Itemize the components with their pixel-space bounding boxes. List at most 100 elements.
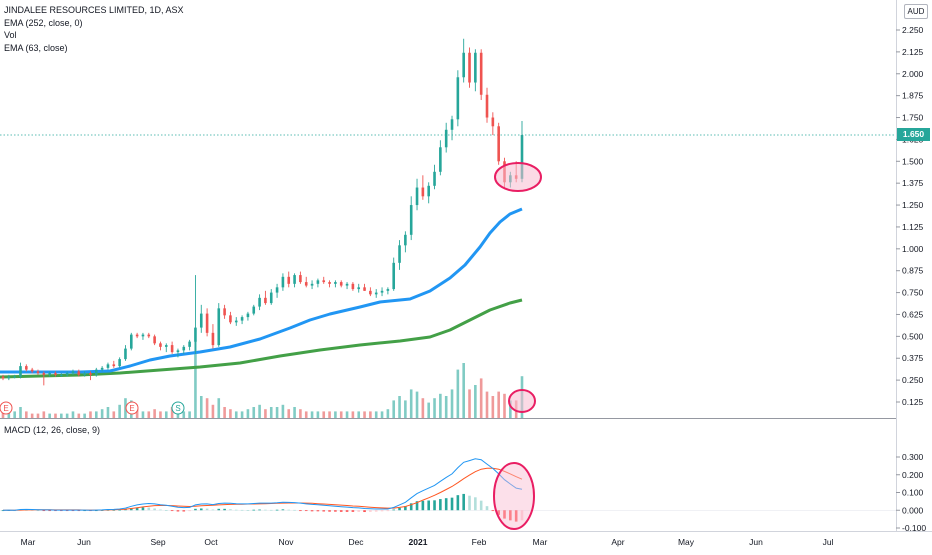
macd-histogram-bar: [485, 506, 489, 511]
macd-histogram-bar: [205, 508, 209, 511]
candle-body: [433, 171, 436, 186]
price-tick-label: 0.375: [902, 353, 924, 363]
macd-histogram-bar: [124, 509, 127, 511]
volume-bar: [188, 411, 191, 418]
macd-histogram-bar: [135, 507, 139, 511]
event-marker-e[interactable]: E: [0, 401, 13, 415]
candle-body: [147, 334, 151, 337]
currency-button[interactable]: AUD: [904, 4, 928, 19]
volume-bar: [77, 413, 81, 418]
macd-histogram-bar: [223, 508, 226, 511]
indicator-ema-63[interactable]: EMA (63, close): [4, 42, 68, 53]
candle-body: [100, 367, 104, 370]
candle-body: [456, 77, 460, 120]
candle-body: [351, 283, 355, 290]
price-tick-label: 1.125: [902, 222, 924, 232]
candle-body: [444, 129, 448, 148]
macd-histogram-bar: [479, 500, 483, 511]
candle-body: [246, 313, 250, 318]
macd-histogram-bar: [503, 510, 506, 519]
indicator-ema-252[interactable]: EMA (252, close, 0): [4, 17, 83, 28]
candle-body: [95, 369, 98, 375]
macd-histogram-bar: [386, 510, 390, 512]
candle-body: [281, 276, 285, 288]
price-tick-label: 2.125: [902, 47, 924, 57]
candle-body: [13, 376, 16, 378]
candle-body: [129, 334, 133, 349]
macd-histogram-bar: [374, 510, 378, 512]
event-marker-s[interactable]: S: [171, 401, 185, 415]
candle-body: [217, 308, 221, 346]
candle-body: [205, 313, 209, 333]
macd-histogram-bar: [199, 508, 203, 511]
volume-bar: [479, 378, 483, 418]
volume-bar: [334, 411, 337, 418]
volume-bar: [36, 413, 40, 418]
macd-legend[interactable]: MACD (12, 26, close, 9): [4, 425, 101, 435]
price-tick-label: 1.750: [902, 113, 924, 123]
candle-body: [19, 366, 22, 377]
macd-histogram-bar: [42, 510, 46, 512]
macd-histogram-bar: [509, 510, 512, 521]
volume-bar: [339, 411, 343, 418]
macd-histogram-bar: [456, 495, 460, 511]
price-tick-label: 0.625: [902, 309, 924, 319]
candle-body: [450, 119, 454, 130]
volume-bar: [398, 396, 401, 418]
volume-bar: [71, 411, 75, 418]
volume-bar: [106, 407, 110, 418]
macd-histogram-bar: [217, 508, 221, 511]
candle-body: [71, 371, 75, 374]
volume-bar: [269, 407, 273, 418]
highlight-ellipse-macd: [493, 462, 535, 530]
ema-63-line: [0, 298, 523, 379]
time-tick-label: Oct: [204, 537, 218, 547]
macd-histogram-bar: [77, 510, 81, 512]
candle-body: [54, 373, 57, 375]
candle-body: [77, 371, 81, 375]
macd-histogram-bar: [497, 510, 500, 515]
symbol-title[interactable]: JINDALEE RESOURCES LIMITED, 1D, ASX: [4, 5, 184, 15]
macd-histogram-bar: [415, 501, 419, 511]
candle-body: [322, 280, 326, 283]
event-marker-circle: [0, 401, 13, 415]
candle-body: [194, 327, 197, 342]
macd-histogram-bar: [316, 510, 320, 512]
volume-bar: [316, 411, 320, 418]
volume-bar: [456, 369, 460, 418]
price-tick-label: 0.750: [902, 288, 924, 298]
candle-body: [36, 371, 40, 374]
macd-histogram-bar: [234, 509, 238, 511]
macd-histogram-bar: [246, 510, 250, 511]
macd-histogram-bar: [54, 510, 57, 512]
event-marker-e[interactable]: E: [125, 401, 139, 415]
price-tick-label: 1.500: [902, 156, 924, 166]
last-price-tag: 1.650: [897, 128, 930, 141]
candle-body: [409, 205, 413, 235]
volume-bar: [485, 391, 489, 418]
macd-histogram-bar: [328, 510, 331, 512]
candle-body: [328, 282, 331, 284]
candle-body: [334, 282, 337, 284]
time-tick-label: Nov: [278, 537, 294, 547]
candle-body: [229, 315, 232, 323]
volume-bar: [409, 389, 413, 418]
macd-histogram-bar: [71, 510, 75, 512]
macd-histogram-bar: [322, 510, 326, 512]
volume-bar: [439, 393, 442, 418]
macd-histogram-bar: [229, 509, 232, 511]
time-tick-label: Feb: [472, 537, 487, 547]
price-tick-label: 0.250: [902, 375, 924, 385]
macd-histogram-bar: [304, 510, 308, 512]
candle-body: [427, 185, 430, 197]
indicator-vol[interactable]: Vol: [4, 30, 17, 40]
macd-histogram-bar: [380, 510, 384, 512]
macd-histogram-bar: [514, 510, 518, 522]
volume-bar: [141, 411, 145, 418]
candle-body: [310, 283, 314, 286]
candle-body: [7, 376, 11, 379]
time-tick-label: Mar: [533, 537, 548, 547]
macd-tick-label: 0.100: [902, 488, 924, 498]
